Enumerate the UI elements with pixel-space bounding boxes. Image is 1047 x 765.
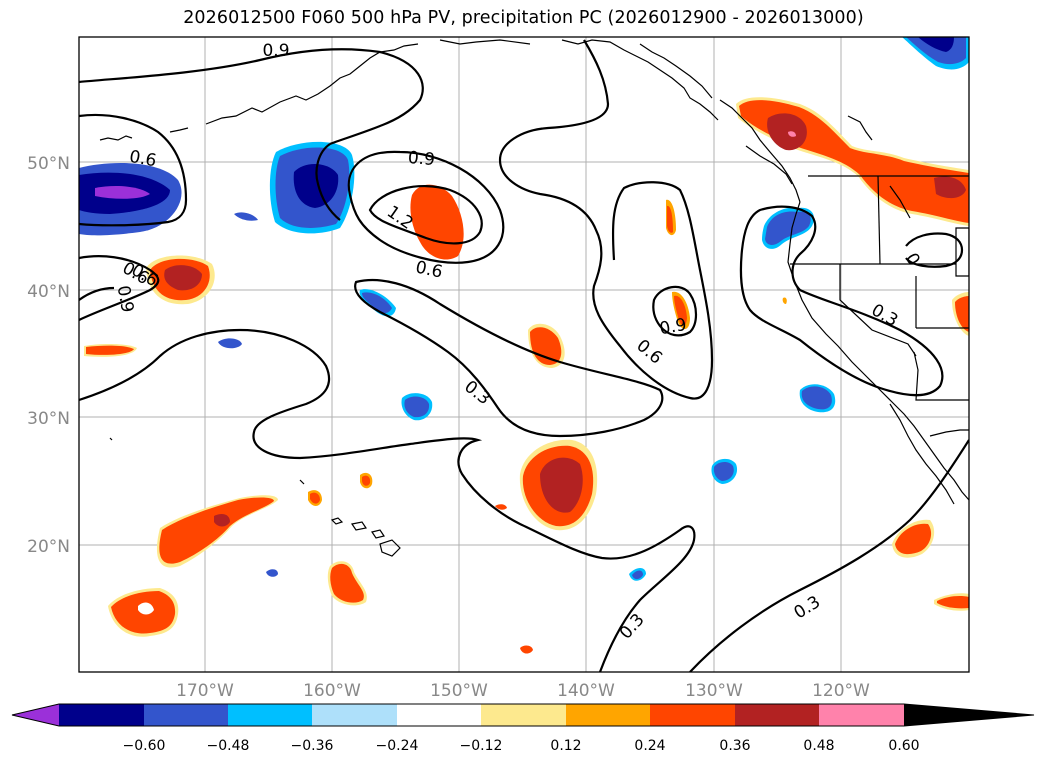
- colorbar-swatch: [312, 704, 397, 726]
- coastlines: [99, 39, 969, 557]
- pv-contours: [79, 39, 969, 672]
- colorbar-tick: 0.48: [803, 738, 834, 754]
- lat-label-20n: 20°N: [27, 537, 70, 557]
- lon-label-160w: 160°W: [303, 681, 361, 701]
- colorbar-tick: 0.12: [550, 738, 581, 754]
- lon-label-130w: 130°W: [685, 681, 743, 701]
- colorbar-tick: −0.12: [460, 738, 503, 754]
- contour-label: 0.9: [262, 41, 289, 61]
- colorbar-tick: −0.36: [291, 738, 334, 754]
- lon-label-120w: 120°W: [812, 681, 870, 701]
- colorbar-swatch: [650, 704, 735, 726]
- contour-label: 0.6: [128, 147, 158, 171]
- colorbar-tick: −0.60: [123, 738, 166, 754]
- precip-shading: [79, 37, 969, 654]
- contour-label: 0.9: [113, 284, 137, 314]
- map-title: 2026012500 F060 500 hPa PV, precipitatio…: [183, 8, 864, 28]
- contour-label: 0.9: [658, 315, 688, 339]
- colorbar-swatch: [228, 704, 312, 726]
- colorbar-tick: 0.24: [634, 738, 665, 754]
- colorbar-swatch: [735, 704, 819, 726]
- lon-label-170w: 170°W: [176, 681, 234, 701]
- lat-label-30n: 30°N: [27, 409, 70, 429]
- colorbar-swatch: [59, 704, 144, 726]
- colorbar-swatch: [481, 704, 566, 726]
- colorbar-outline: [11, 703, 1035, 727]
- colorbar-tick: 0.36: [719, 738, 750, 754]
- colorbar-ticks: −0.60 −0.48 −0.36 −0.24 −0.12 0.12 0.24 …: [123, 738, 920, 754]
- lat-label-50n: 50°N: [27, 154, 70, 174]
- lat-axis-labels: 50°N 40°N 30°N 20°N: [27, 154, 70, 557]
- colorbar-swatch: [144, 704, 228, 726]
- colorbar-extend-low: [12, 704, 59, 726]
- colorbar-tick: −0.24: [376, 738, 419, 754]
- contour-label: 0.9: [407, 148, 436, 170]
- lat-label-40n: 40°N: [27, 282, 70, 302]
- colorbar-tick: 0.60: [888, 738, 919, 754]
- colorbar-swatch: [819, 704, 904, 726]
- lon-label-150w: 150°W: [430, 681, 488, 701]
- colorbar: −0.60 −0.48 −0.36 −0.24 −0.12 0.12 0.24 …: [11, 703, 1035, 754]
- colorbar-swatch: [566, 704, 650, 726]
- colorbar-tick: −0.48: [207, 738, 250, 754]
- map-frame: [78, 36, 970, 673]
- colorbar-swatch: [397, 704, 481, 726]
- colorbar-extend-high: [904, 704, 1034, 726]
- lon-axis-labels: 170°W 160°W 150°W 140°W 130°W 120°W: [176, 681, 870, 701]
- lon-label-140w: 140°W: [557, 681, 615, 701]
